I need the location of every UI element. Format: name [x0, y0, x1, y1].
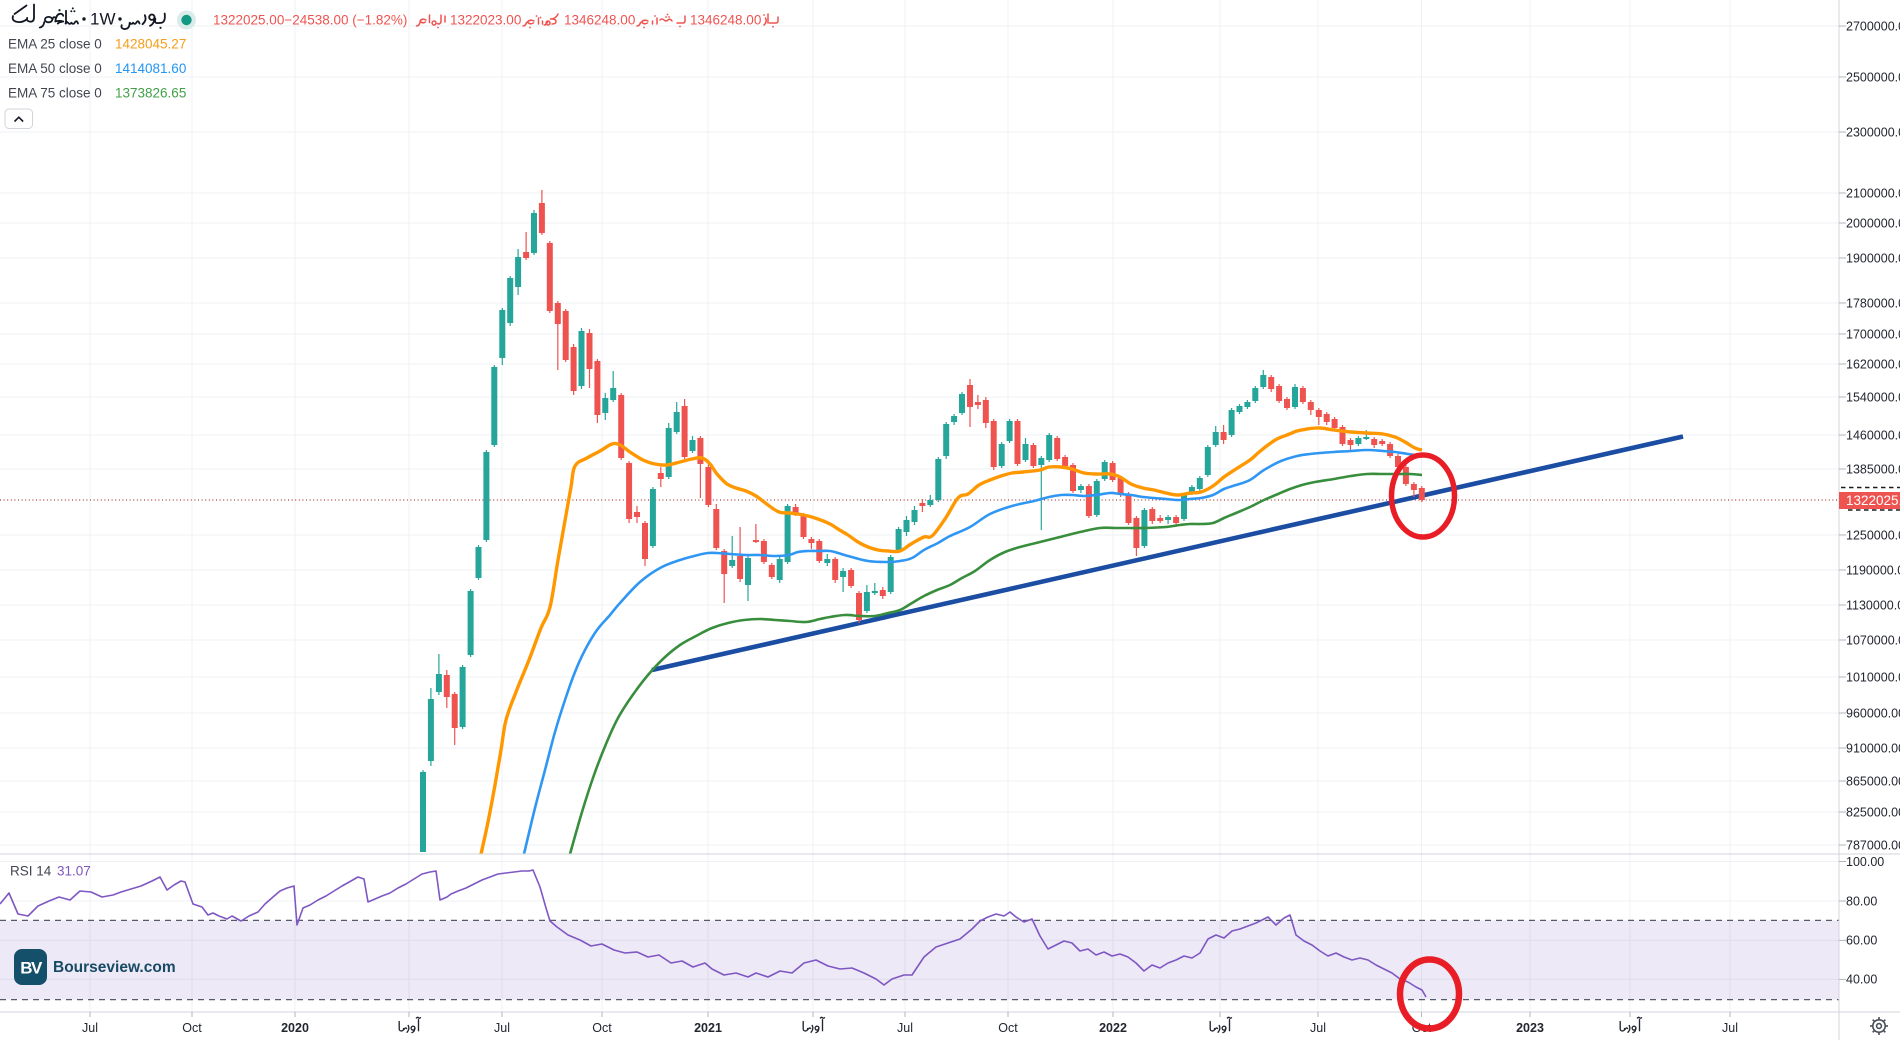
svg-text:EMA 75 close 0: EMA 75 close 0	[8, 86, 102, 101]
svg-text:Oct: Oct	[182, 1021, 202, 1035]
svg-text:1010000.00: 1010000.00	[1846, 670, 1900, 684]
svg-text:Bourseview.com: Bourseview.com	[53, 959, 176, 976]
svg-text:1900000.00: 1900000.00	[1846, 251, 1900, 265]
svg-text:960000.00: 960000.00	[1846, 706, 1900, 720]
svg-text:Oct: Oct	[998, 1021, 1018, 1035]
svg-text:EMA 25 close 0: EMA 25 close 0	[8, 37, 102, 52]
svg-text:Jul: Jul	[1310, 1021, 1326, 1035]
svg-text:2100000.00: 2100000.00	[1846, 186, 1900, 200]
svg-text:1346248.00: 1346248.00	[564, 13, 635, 28]
svg-text:2020: 2020	[281, 1021, 309, 1035]
svg-text:1322025.00−24538.00 (−1.82%): 1322025.00−24538.00 (−1.82%)	[213, 13, 407, 28]
svg-text:2023: 2023	[1516, 1021, 1544, 1035]
svg-text:RSI 14: RSI 14	[10, 864, 52, 879]
svg-text:2021: 2021	[694, 1021, 722, 1035]
svg-text:1322025.0: 1322025.0	[1846, 493, 1900, 508]
svg-text:Jul: Jul	[1722, 1021, 1738, 1035]
svg-text:910000.00: 910000.00	[1846, 741, 1900, 755]
svg-text:2700000.00: 2700000.00	[1846, 19, 1900, 33]
svg-text:60.00: 60.00	[1846, 934, 1877, 948]
svg-text:787000.00: 787000.00	[1846, 838, 1900, 852]
svg-text:1373826.65: 1373826.65	[115, 86, 186, 101]
svg-text:EMA 50 close 0: EMA 50 close 0	[8, 61, 102, 76]
svg-text:1780000.00: 1780000.00	[1846, 296, 1900, 310]
svg-text:31.07: 31.07	[57, 864, 91, 879]
svg-text:1540000.00: 1540000.00	[1846, 390, 1900, 404]
svg-text:Oct: Oct	[592, 1021, 612, 1035]
svg-text:BV: BV	[20, 959, 43, 978]
svg-text:1385000.00: 1385000.00	[1846, 462, 1900, 476]
svg-text:Jul: Jul	[82, 1021, 98, 1035]
svg-text:100.00: 100.00	[1846, 855, 1884, 869]
svg-text:1W: 1W	[90, 10, 116, 29]
svg-text:865000.00: 865000.00	[1846, 774, 1900, 788]
svg-text:1070000.00: 1070000.00	[1846, 633, 1900, 647]
svg-text:Jul: Jul	[897, 1021, 913, 1035]
svg-text:1620000.00: 1620000.00	[1846, 357, 1900, 371]
svg-text:825000.00: 825000.00	[1846, 805, 1900, 819]
svg-text:1130000.00: 1130000.00	[1846, 598, 1900, 612]
svg-text:40.00: 40.00	[1846, 973, 1877, 987]
svg-text:2000000.00: 2000000.00	[1846, 216, 1900, 230]
svg-text:2300000.00: 2300000.00	[1846, 125, 1900, 139]
svg-text:1414081.60: 1414081.60	[115, 61, 186, 76]
svg-text:1700000.00: 1700000.00	[1846, 327, 1900, 341]
svg-text:2022: 2022	[1099, 1021, 1127, 1035]
svg-text:1346248.00: 1346248.00	[690, 13, 761, 28]
svg-text:Jul: Jul	[494, 1021, 510, 1035]
svg-text:1190000.00: 1190000.00	[1846, 563, 1900, 577]
svg-text:1250000.00: 1250000.00	[1846, 528, 1900, 542]
svg-text:1428045.27: 1428045.27	[115, 37, 186, 52]
svg-text:80.00: 80.00	[1846, 894, 1877, 908]
svg-text:1322023.00: 1322023.00	[450, 13, 521, 28]
svg-text:1460000.00: 1460000.00	[1846, 428, 1900, 442]
svg-text:2500000.00: 2500000.00	[1846, 70, 1900, 84]
